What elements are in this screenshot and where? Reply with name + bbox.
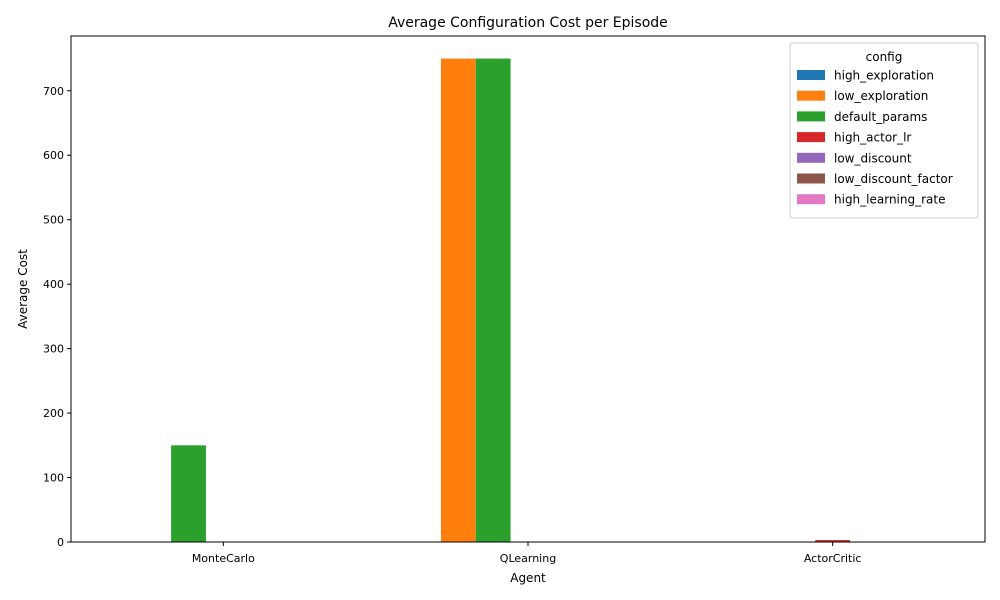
bar-qlearning-low-exploration bbox=[440, 58, 476, 542]
y-tick-label: 200 bbox=[43, 407, 64, 420]
y-tick-label: 400 bbox=[43, 278, 64, 291]
legend-title: config bbox=[866, 50, 903, 64]
legend-label-low-discount-factor: low_discount_factor bbox=[834, 172, 953, 186]
legend-swatch-low-discount bbox=[797, 152, 825, 163]
legend: config high_exploration low_explorationde… bbox=[789, 42, 979, 219]
y-tick-label: 300 bbox=[43, 343, 64, 356]
bars-group bbox=[171, 58, 851, 542]
x-tick-label: QLearning bbox=[500, 552, 556, 565]
bar-montecarlo-default-params bbox=[171, 445, 206, 542]
legend-label-high-learning-rate: high_learning_rate bbox=[834, 193, 946, 207]
plot-frame bbox=[70, 35, 986, 543]
chart-title: Average Configuration Cost per Episode bbox=[388, 15, 668, 31]
y-tick-label: 700 bbox=[43, 85, 64, 98]
legend-swatch-low-discount-factor bbox=[797, 173, 825, 184]
legend-swatch-high-actor-lr bbox=[797, 132, 825, 143]
y-tick-label: 600 bbox=[43, 149, 64, 162]
legend-swatch-high-learning-rate bbox=[797, 194, 825, 205]
y-axis-label: Average Cost bbox=[16, 249, 30, 329]
legend-label-high-actor-lr: high_actor_lr bbox=[834, 131, 911, 145]
legend-swatch-default-params bbox=[797, 111, 825, 122]
legend-swatch-low-exploration bbox=[797, 90, 825, 101]
legend-swatch-high-exploration bbox=[797, 70, 825, 80]
x-axis: MonteCarlo QLearning ActorCritic bbox=[192, 542, 862, 565]
y-tick-label: 0 bbox=[57, 536, 64, 549]
y-tick-label: 500 bbox=[43, 214, 64, 227]
x-axis-label: Agent bbox=[510, 571, 546, 585]
legend-label-default-params: default_params bbox=[834, 110, 927, 124]
y-tick-label: 100 bbox=[43, 472, 64, 485]
legend-label-low-exploration: low_exploration bbox=[834, 89, 928, 103]
bar-actorcritic-high-actor-lr bbox=[815, 540, 851, 542]
legend-frame bbox=[789, 42, 979, 219]
legend-label-high-exploration: high_exploration bbox=[834, 69, 934, 83]
legend-label-low-discount: low_discount bbox=[834, 151, 912, 165]
y-axis: 0 100 200 300 400 500 600 700 bbox=[43, 85, 71, 549]
x-tick-label: ActorCritic bbox=[804, 552, 862, 565]
bar-qlearning-default-params bbox=[475, 58, 511, 542]
x-tick-label: MonteCarlo bbox=[192, 552, 255, 565]
